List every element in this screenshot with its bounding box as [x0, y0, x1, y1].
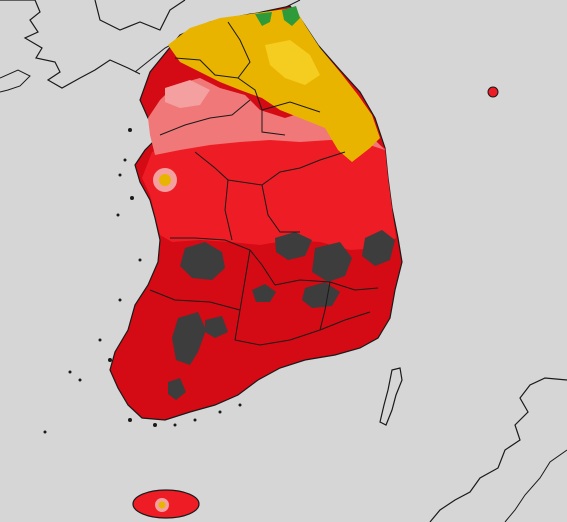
jeju-yellow-center: [158, 501, 166, 509]
gray-spot-4: [362, 230, 395, 266]
yellow-light-patch: [265, 40, 320, 85]
gray-spot-3: [312, 242, 352, 282]
western-islets: [43, 128, 242, 434]
gray-spot-9: [168, 378, 186, 400]
ulleungdo-island: [487, 86, 499, 98]
gray-spot-2: [275, 232, 312, 260]
pink-highlight: [165, 80, 210, 108]
china-coastline: [0, 0, 141, 89]
gray-spot-8: [205, 316, 228, 338]
gray-spot-6: [302, 282, 340, 308]
gray-spot-5: [252, 284, 276, 302]
province-borders: [149, 21, 379, 346]
tsushima-island: [379, 367, 403, 426]
japan-coast-2: [504, 449, 567, 522]
gray-spot-1: [180, 242, 225, 280]
north-korea-outline: [94, 0, 186, 31]
china-peninsula: [0, 69, 31, 93]
green-spot-1: [255, 12, 272, 26]
gray-spot-7: [172, 312, 206, 365]
hot-spot-yellow: [159, 174, 171, 186]
green-spot-2: [282, 6, 300, 26]
northern-yellow-band: [168, 8, 380, 162]
transition-pink-band: [148, 78, 385, 155]
japan-coastline: [429, 377, 567, 522]
